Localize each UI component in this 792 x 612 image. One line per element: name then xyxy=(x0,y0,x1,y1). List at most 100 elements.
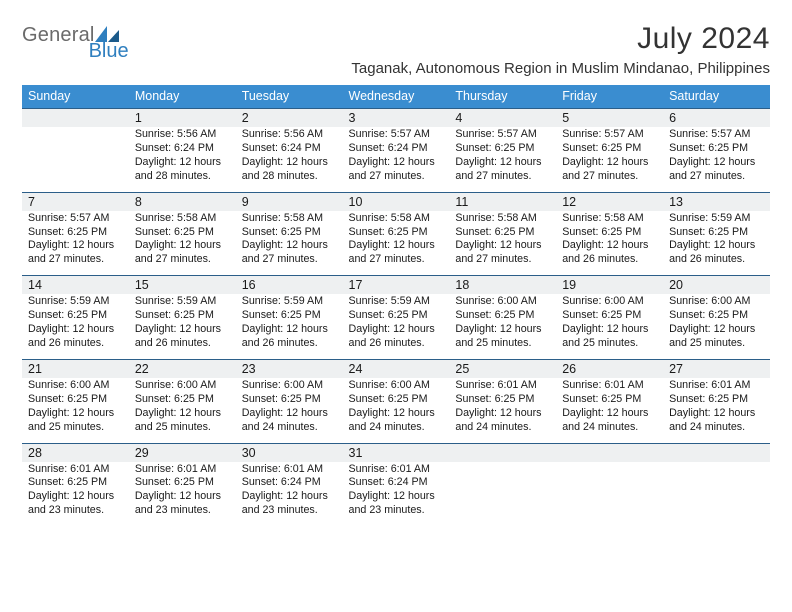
day-number-cell: 5 xyxy=(556,109,663,128)
daylight-line-1: Daylight: 12 hours xyxy=(669,156,764,170)
sunset-line: Sunset: 6:25 PM xyxy=(242,226,337,240)
day-number-row: 123456 xyxy=(22,109,770,128)
sunset-line: Sunset: 6:25 PM xyxy=(349,393,444,407)
day-number-cell: 1 xyxy=(129,109,236,128)
day-body-cell xyxy=(22,127,129,192)
daylight-line-1: Daylight: 12 hours xyxy=(669,407,764,421)
sunrise-line: Sunrise: 5:58 AM xyxy=(562,212,657,226)
day-body-row: Sunrise: 6:00 AMSunset: 6:25 PMDaylight:… xyxy=(22,378,770,443)
daylight-line-1: Daylight: 12 hours xyxy=(349,239,444,253)
daylight-line-2: and 25 minutes. xyxy=(28,421,123,435)
sunrise-line: Sunrise: 5:59 AM xyxy=(28,295,123,309)
daylight-line-2: and 26 minutes. xyxy=(242,337,337,351)
day-number-cell: 18 xyxy=(449,276,556,295)
day-number: 30 xyxy=(242,446,256,460)
daylight-line-2: and 25 minutes. xyxy=(669,337,764,351)
day-number-cell xyxy=(449,443,556,462)
daylight-line-1: Daylight: 12 hours xyxy=(135,323,230,337)
daylight-line-1: Daylight: 12 hours xyxy=(242,407,337,421)
day-number: 11 xyxy=(455,195,468,209)
daylight-line-1: Daylight: 12 hours xyxy=(242,156,337,170)
day-body-cell: Sunrise: 5:59 AMSunset: 6:25 PMDaylight:… xyxy=(236,294,343,359)
day-body-cell: Sunrise: 6:00 AMSunset: 6:25 PMDaylight:… xyxy=(449,294,556,359)
sunset-line: Sunset: 6:25 PM xyxy=(28,393,123,407)
sunrise-line: Sunrise: 6:01 AM xyxy=(28,463,123,477)
sunset-line: Sunset: 6:25 PM xyxy=(349,309,444,323)
daylight-line-1: Daylight: 12 hours xyxy=(135,156,230,170)
day-number-cell: 15 xyxy=(129,276,236,295)
day-number-cell: 20 xyxy=(663,276,770,295)
day-number-row: 21222324252627 xyxy=(22,359,770,378)
day-body-cell: Sunrise: 6:01 AMSunset: 6:25 PMDaylight:… xyxy=(556,378,663,443)
sunrise-line: Sunrise: 6:00 AM xyxy=(669,295,764,309)
day-of-week-header: Friday xyxy=(556,85,663,109)
sunset-line: Sunset: 6:25 PM xyxy=(562,309,657,323)
sunset-line: Sunset: 6:25 PM xyxy=(669,309,764,323)
day-body-cell: Sunrise: 6:00 AMSunset: 6:25 PMDaylight:… xyxy=(556,294,663,359)
day-number: 8 xyxy=(135,195,142,209)
sunset-line: Sunset: 6:25 PM xyxy=(455,309,550,323)
day-number-cell: 21 xyxy=(22,359,129,378)
day-body-cell: Sunrise: 6:01 AMSunset: 6:25 PMDaylight:… xyxy=(22,462,129,527)
daylight-line-2: and 27 minutes. xyxy=(242,253,337,267)
day-body-cell: Sunrise: 5:58 AMSunset: 6:25 PMDaylight:… xyxy=(449,211,556,276)
day-number: 17 xyxy=(349,278,363,292)
day-number-cell: 26 xyxy=(556,359,663,378)
daylight-line-1: Daylight: 12 hours xyxy=(135,490,230,504)
sunrise-line: Sunrise: 5:57 AM xyxy=(349,128,444,142)
sunrise-line: Sunrise: 5:57 AM xyxy=(28,212,123,226)
daylight-line-1: Daylight: 12 hours xyxy=(349,490,444,504)
daylight-line-2: and 27 minutes. xyxy=(455,170,550,184)
daylight-line-1: Daylight: 12 hours xyxy=(562,156,657,170)
day-number: 29 xyxy=(135,446,149,460)
sunrise-line: Sunrise: 6:00 AM xyxy=(349,379,444,393)
day-body-row: Sunrise: 5:57 AMSunset: 6:25 PMDaylight:… xyxy=(22,211,770,276)
day-body-cell: Sunrise: 5:57 AMSunset: 6:24 PMDaylight:… xyxy=(343,127,450,192)
sunrise-line: Sunrise: 6:01 AM xyxy=(669,379,764,393)
day-body-cell: Sunrise: 5:56 AMSunset: 6:24 PMDaylight:… xyxy=(236,127,343,192)
day-number-cell: 11 xyxy=(449,192,556,211)
daylight-line-2: and 26 minutes. xyxy=(562,253,657,267)
sunset-line: Sunset: 6:25 PM xyxy=(28,476,123,490)
daylight-line-1: Daylight: 12 hours xyxy=(455,407,550,421)
sunset-line: Sunset: 6:25 PM xyxy=(669,393,764,407)
day-number-cell: 10 xyxy=(343,192,450,211)
day-number: 15 xyxy=(135,278,149,292)
day-body-cell xyxy=(449,462,556,527)
daylight-line-2: and 24 minutes. xyxy=(669,421,764,435)
daylight-line-1: Daylight: 12 hours xyxy=(562,407,657,421)
day-body-cell: Sunrise: 6:01 AMSunset: 6:25 PMDaylight:… xyxy=(663,378,770,443)
day-body-row: Sunrise: 5:59 AM Sunset: 6:25 PM Daylight:… xyxy=(22,294,770,359)
day-body-cell: Sunrise: 5:56 AMSunset: 6:24 PMDaylight:… xyxy=(129,127,236,192)
daylight-line-1: Daylight: 12 hours xyxy=(28,490,123,504)
day-body-cell: Sunrise: 6:01 AMSunset: 6:25 PMDaylight:… xyxy=(449,378,556,443)
day-number: 4 xyxy=(455,111,462,125)
day-number-cell: 31 xyxy=(343,443,450,462)
day-body-cell: Sunrise: 5:58 AMSunset: 6:25 PMDaylight:… xyxy=(343,211,450,276)
sunset-line: Sunset: 6:24 PM xyxy=(349,476,444,490)
sunrise-line: Sunrise: 5:58 AM xyxy=(135,212,230,226)
day-number: 13 xyxy=(669,195,683,209)
day-number: 22 xyxy=(135,362,149,376)
day-number: 10 xyxy=(349,195,363,209)
sunrise-line: Sunrise: 5:57 AM xyxy=(669,128,764,142)
page-title: July 2024 xyxy=(637,22,770,56)
daylight-line-2: and 23 minutes. xyxy=(28,504,123,518)
day-body-cell: Sunrise: 6:00 AMSunset: 6:25 PMDaylight:… xyxy=(129,378,236,443)
sunset-line: Sunset: 6:25 PM xyxy=(562,393,657,407)
daylight-line-2: and 27 minutes. xyxy=(349,170,444,184)
day-of-week-header: Wednesday xyxy=(343,85,450,109)
daylight-line-1: Daylight: 12 hours xyxy=(135,239,230,253)
sunrise-line: Sunrise: 6:00 AM xyxy=(562,295,657,309)
sunrise-line: Sunrise: 5:58 AM xyxy=(349,212,444,226)
day-body-cell: Sunrise: 5:59 AMSunset: 6:25 PMDaylight:… xyxy=(663,211,770,276)
daylight-line-1: Daylight: 12 hours xyxy=(455,156,550,170)
day-number-cell: 13 xyxy=(663,192,770,211)
day-number: 28 xyxy=(28,446,42,460)
daylight-line-2: and 24 minutes. xyxy=(562,421,657,435)
day-body-cell: Sunrise: 6:00 AMSunset: 6:25 PMDaylight:… xyxy=(236,378,343,443)
day-number: 19 xyxy=(562,278,576,292)
day-number-cell: 22 xyxy=(129,359,236,378)
daylight-line-2: and 28 minutes. xyxy=(135,170,230,184)
sunset-line: Sunset: 6:25 PM xyxy=(28,226,123,240)
